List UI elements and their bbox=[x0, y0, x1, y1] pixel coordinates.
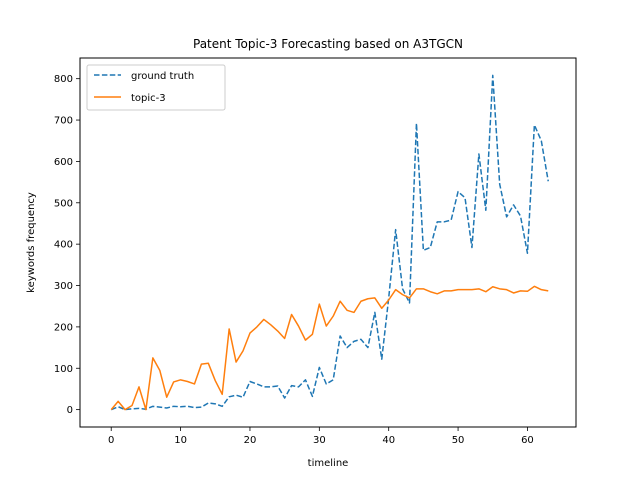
y-tick-label: 300 bbox=[54, 281, 73, 292]
y-tick-label: 0 bbox=[67, 405, 73, 416]
x-tick-label: 40 bbox=[382, 435, 395, 446]
x-tick-label: 20 bbox=[244, 435, 257, 446]
x-tick-label: 30 bbox=[313, 435, 326, 446]
y-tick-label: 500 bbox=[54, 198, 73, 209]
y-tick-label: 400 bbox=[54, 240, 73, 251]
legend-label-topic-3: topic-3 bbox=[131, 93, 166, 104]
y-tick-label: 800 bbox=[54, 74, 73, 85]
x-tick-label: 0 bbox=[108, 435, 114, 446]
legend: ground truth topic-3 bbox=[87, 65, 225, 110]
y-tick-label: 200 bbox=[54, 322, 73, 333]
chart-title: Patent Topic-3 Forecasting based on A3TG… bbox=[193, 37, 463, 51]
y-tick-label: 700 bbox=[54, 116, 73, 127]
y-axis-title: keywords frequency bbox=[26, 192, 37, 293]
y-tick-label: 600 bbox=[54, 157, 73, 168]
y-tick-label: 100 bbox=[54, 364, 73, 375]
x-tick-label: 10 bbox=[174, 435, 187, 446]
x-axis-title: timeline bbox=[308, 458, 349, 469]
legend-label-ground-truth: ground truth bbox=[131, 71, 194, 82]
x-tick-label: 50 bbox=[452, 435, 465, 446]
x-tick-label: 60 bbox=[521, 435, 534, 446]
